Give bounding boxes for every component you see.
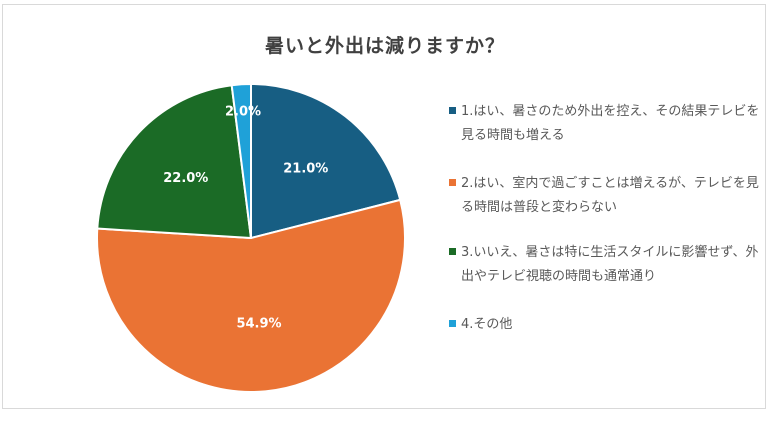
legend-swatch-4 [449,320,456,327]
data-label-4: 2.0% [225,104,261,119]
pie-slice-2 [96,198,406,393]
chart-title: 暑いと外出は減りますか？ [264,35,505,57]
pie-slice-3 [96,84,252,239]
pie-data-labels: 21.0% 54.9% 22.0% 2.0% [163,104,328,331]
legend-label-2: 2.はい、室内で過ごすことは増えるが、テレビを見る時間は普段と変わらない [461,176,759,215]
legend-label-4: 4.その他 [461,317,513,332]
legend-swatch-1 [449,107,456,114]
pie-slice-1 [250,83,402,239]
pie-slices [96,83,406,393]
legend-label-1: 1.はい、暑さのため外出を控え、その結果テレビを見る時間も増える [461,104,760,143]
pie-slice-4 [230,83,252,239]
legend-swatch-2 [449,179,456,186]
legend-swatch-3 [449,248,456,255]
data-label-3: 22.0% [163,171,208,186]
data-label-2: 54.9% [236,316,281,331]
legend-label-3: 3.いいえ、暑さは特に生活スタイルに影響せず、外出やテレビ視聴の時間も通常通り [461,245,759,284]
data-label-1: 21.0% [283,162,328,177]
